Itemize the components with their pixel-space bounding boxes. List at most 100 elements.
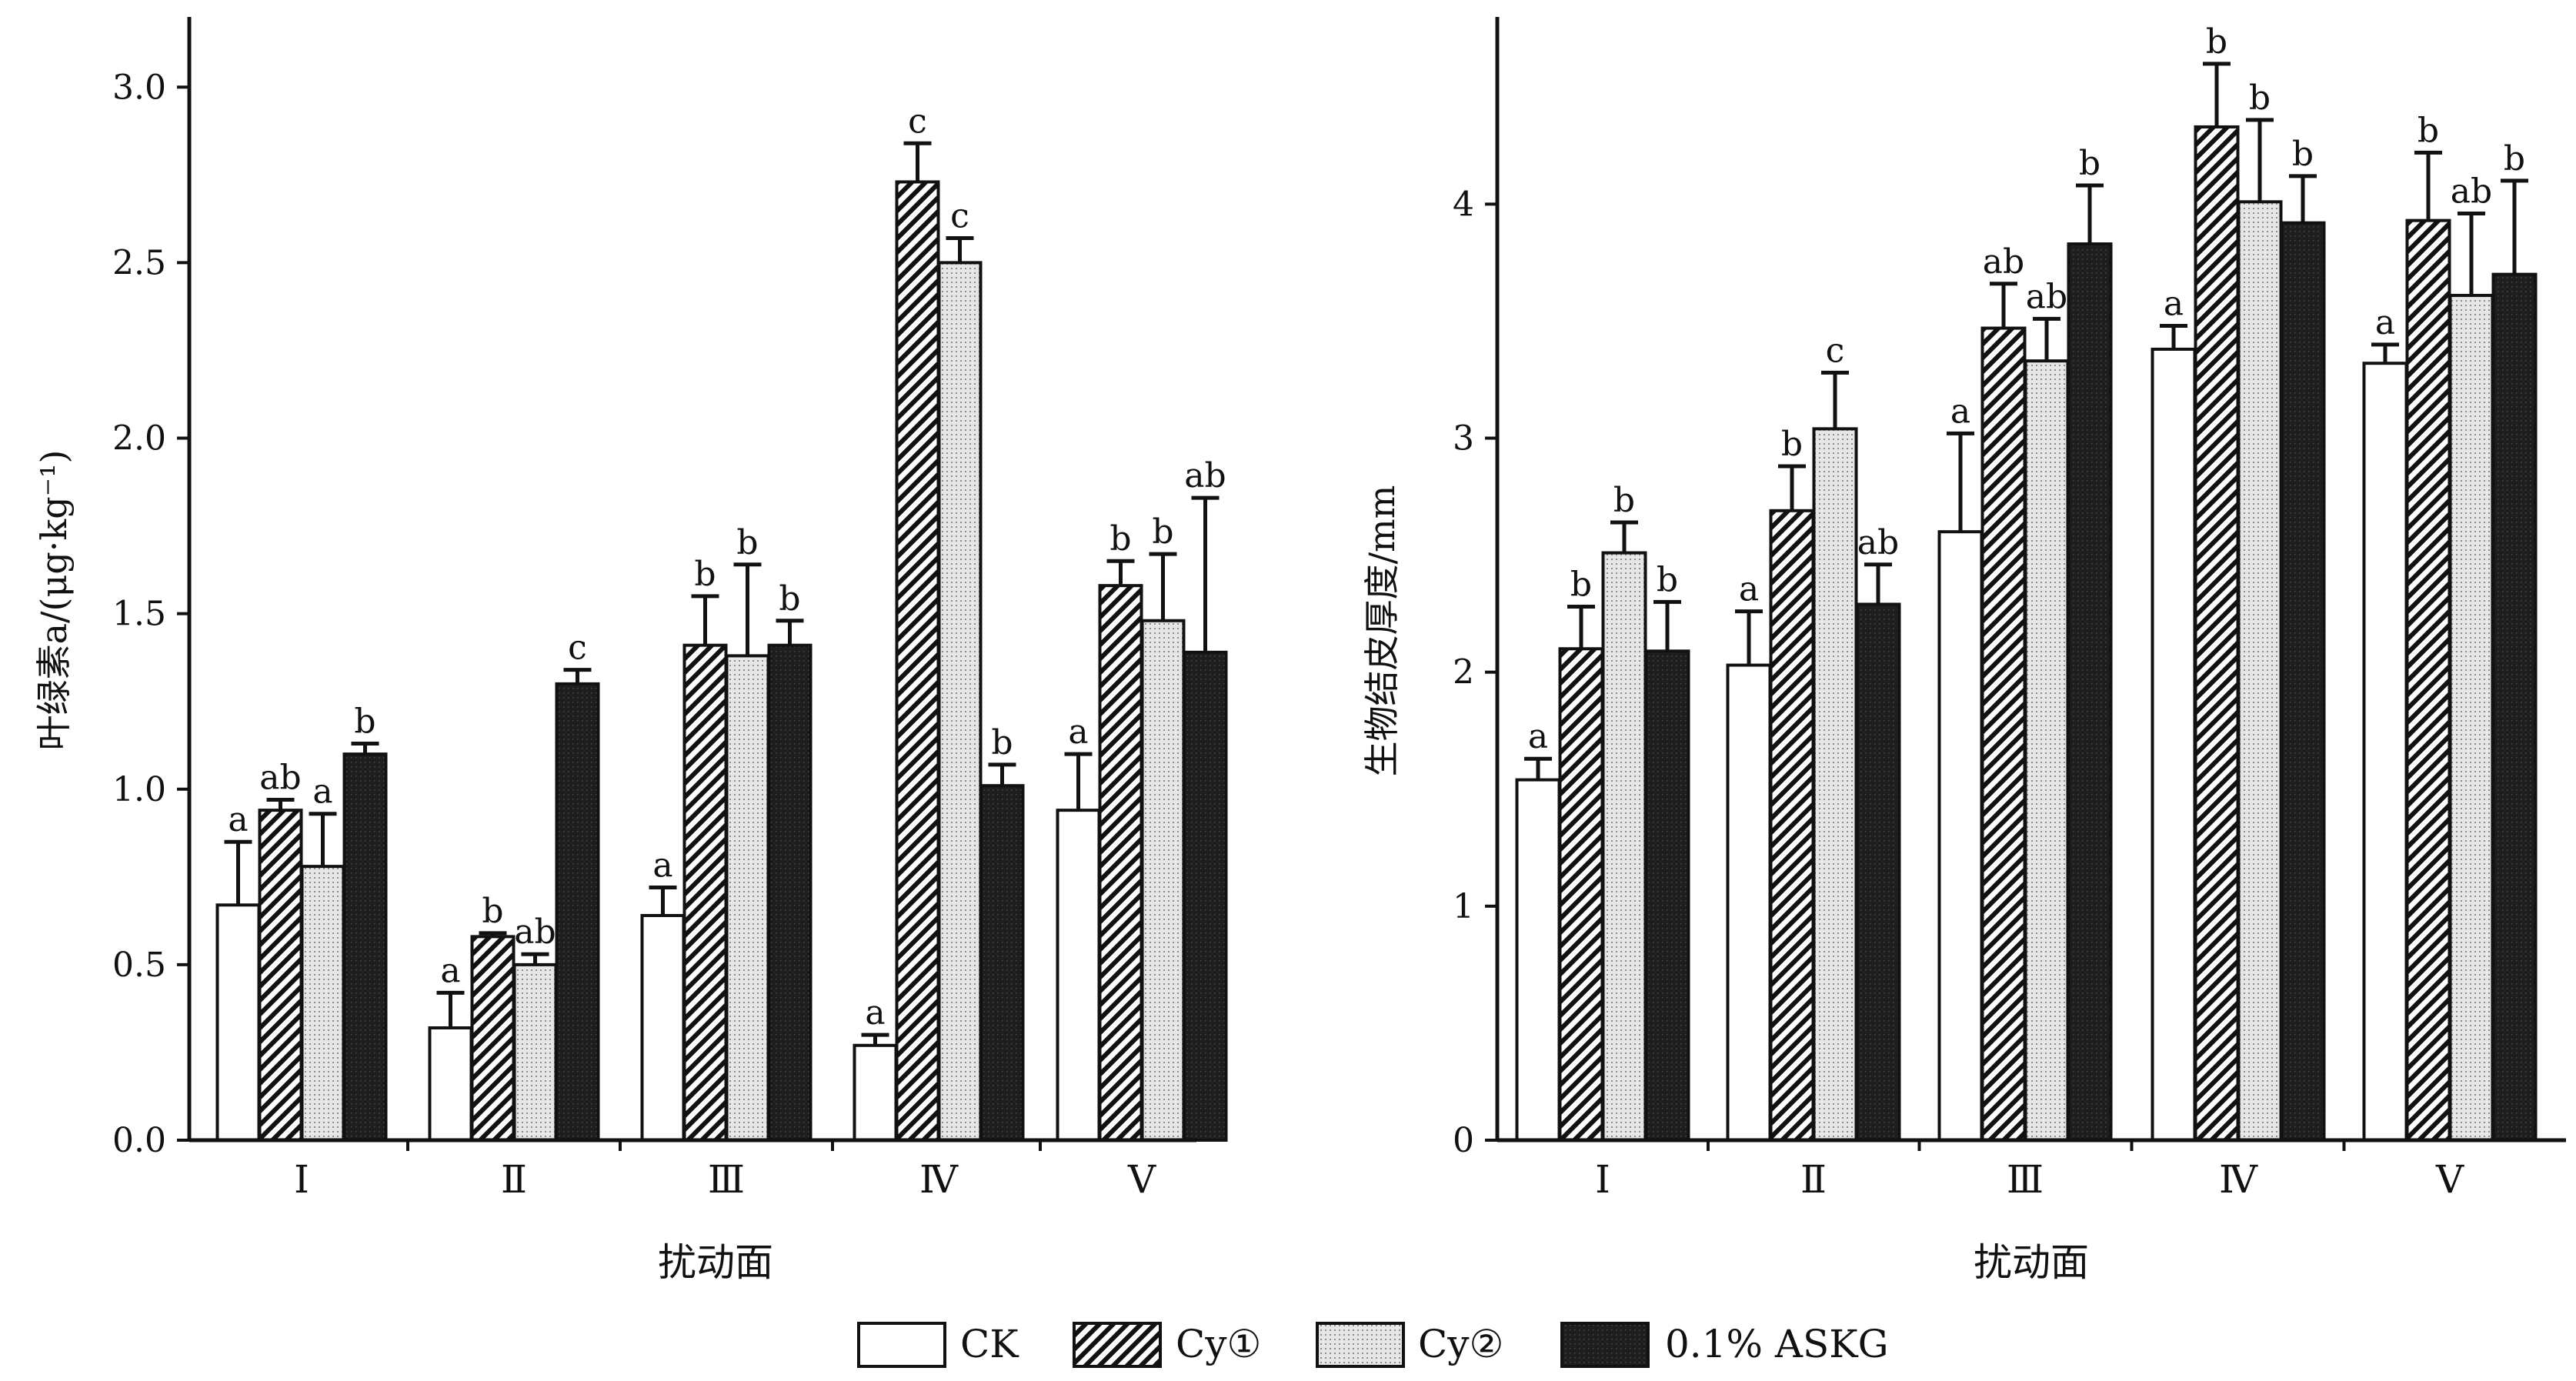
legend-label: Cy② bbox=[1418, 1322, 1503, 1366]
chlorophyll-x-tick-label: Ⅱ bbox=[501, 1157, 527, 1202]
chlorophyll-significance-letter: a bbox=[865, 993, 885, 1032]
chlorophyll-y-tick-label: 2.5 bbox=[112, 243, 166, 282]
chlorophyll-bar bbox=[215, 903, 261, 1142]
chlorophyll-bar bbox=[725, 654, 770, 1142]
chlorophyll-bar bbox=[555, 682, 600, 1142]
crust-thickness-significance-letter: b bbox=[2206, 22, 2227, 62]
chlorophyll-bar bbox=[342, 752, 388, 1142]
chlorophyll-bar bbox=[428, 1026, 473, 1142]
crust-thickness-x-ticks: Ⅰ Ⅱ Ⅲ Ⅳ Ⅴ bbox=[1595, 1140, 2464, 1202]
crust-thickness-significance-letter: b bbox=[2079, 144, 2101, 183]
chlorophyll-y-tick-label: 1.0 bbox=[112, 770, 166, 809]
chlorophyll-y-tick-label: 0.5 bbox=[112, 946, 166, 985]
chlorophyll-significance-letter: b bbox=[736, 523, 758, 562]
chlorophyll-y-tick-label: 0.0 bbox=[112, 1121, 166, 1160]
crust-thickness-significance-letter: b bbox=[1570, 565, 1592, 605]
crust-thickness-x-axis-label: 扰动面 bbox=[1974, 1240, 2089, 1285]
crust-thickness-bar bbox=[1515, 778, 1561, 1142]
chlorophyll-significance-letter: b bbox=[779, 579, 800, 619]
chlorophyll-x-tick-label: Ⅳ bbox=[919, 1157, 959, 1202]
crust-thickness-significance-letter: c bbox=[1826, 331, 1845, 370]
crust-thickness-bar bbox=[1769, 509, 1815, 1142]
crust-thickness-x-tick-label: Ⅲ bbox=[2007, 1157, 2044, 1202]
crust-thickness-bar bbox=[2067, 242, 2113, 1142]
chlorophyll-significance-letter: b bbox=[1109, 519, 1131, 559]
crust-thickness-bar bbox=[2237, 200, 2283, 1142]
chlorophyll-y-ticks: 0.0 0.5 1.0 1.5 2.0 2.5 3.0 bbox=[112, 68, 189, 1160]
chlorophyll-bar bbox=[979, 784, 1025, 1142]
crust-thickness-bar bbox=[1601, 551, 1647, 1142]
crust-thickness-bar bbox=[2151, 347, 2197, 1142]
legend-label: CK bbox=[960, 1322, 1019, 1366]
chlorophyll-bar bbox=[682, 643, 728, 1142]
legend-label: 0.1% ASKG bbox=[1665, 1322, 1889, 1366]
crust-thickness-x-tick-label: Ⅳ bbox=[2219, 1157, 2258, 1202]
chlorophyll-significance-letter: c bbox=[568, 629, 587, 668]
crust-thickness-bar bbox=[2362, 362, 2408, 1142]
chlorophyll-significance-letter: b bbox=[694, 555, 716, 594]
crust-thickness-significance-letter: ab bbox=[1857, 523, 1899, 562]
crust-thickness-bar bbox=[2448, 293, 2494, 1142]
crust-thickness-bar bbox=[2024, 359, 2070, 1142]
crust-thickness-significance-letter: b bbox=[1781, 425, 1803, 464]
crust-thickness-significance-letter: ab bbox=[2451, 172, 2492, 212]
crust-thickness-bar bbox=[2491, 272, 2538, 1142]
chlorophyll-significance-letter: b bbox=[991, 723, 1013, 762]
chlorophyll-bar bbox=[895, 180, 940, 1142]
crust-thickness-bar bbox=[1726, 663, 1772, 1142]
chlorophyll-x-ticks: Ⅰ Ⅱ Ⅲ Ⅳ Ⅴ bbox=[294, 1140, 1156, 1202]
crust-thickness-y-tick-label: 4 bbox=[1453, 185, 1474, 224]
chlorophyll-significance-letter: ab bbox=[259, 758, 301, 797]
chlorophyll-significance-letter: ab bbox=[1184, 456, 1226, 495]
crust-thickness-bar bbox=[1644, 649, 1690, 1142]
crust-thickness-y-tick-label: 0 bbox=[1453, 1121, 1474, 1160]
legend-label: Cy① bbox=[1176, 1322, 1261, 1366]
chlorophyll-bar bbox=[258, 809, 303, 1142]
crust-thickness-bar bbox=[2405, 218, 2451, 1142]
legend-swatch-white bbox=[857, 1322, 946, 1368]
crust-thickness-significance-letter: b bbox=[2249, 78, 2271, 118]
chlorophyll-x-tick-label: Ⅰ bbox=[294, 1157, 309, 1202]
legend-swatch-dots bbox=[1316, 1322, 1405, 1368]
chlorophyll-significance-letter: ab bbox=[514, 912, 556, 952]
chlorophyll-bar bbox=[470, 935, 516, 1142]
crust-thickness-bar bbox=[1980, 326, 2027, 1142]
legend-swatch-dark bbox=[1560, 1322, 1650, 1368]
chlorophyll-y-tick-label: 1.5 bbox=[112, 595, 166, 634]
crust-thickness-significance-letter: a bbox=[2164, 285, 2184, 324]
chlorophyll-bar bbox=[937, 261, 983, 1142]
crust-thickness-bar bbox=[2194, 125, 2240, 1142]
chlorophyll-significance-letter: a bbox=[1068, 712, 1088, 752]
crust-thickness-bar bbox=[1937, 530, 1984, 1142]
crust-thickness-y-tick-label: 2 bbox=[1453, 653, 1474, 692]
chlorophyll-y-tick-label: 2.0 bbox=[112, 419, 166, 459]
chlorophyll-bar bbox=[1056, 809, 1101, 1142]
crust-thickness-significance-letter: b bbox=[2504, 139, 2525, 178]
chlorophyll-bar bbox=[300, 865, 345, 1142]
crust-thickness-bar bbox=[2280, 221, 2326, 1142]
chlorophyll-x-axis-label: 扰动面 bbox=[658, 1240, 773, 1285]
crust-thickness-error-bars bbox=[1524, 62, 2528, 780]
crust-thickness-significance-letter: b bbox=[1613, 481, 1635, 520]
legend: CK Cy① Cy② 0.1% ASKG bbox=[857, 1322, 1889, 1368]
chlorophyll-significance-letter: a bbox=[228, 800, 248, 839]
crust-thickness-y-axis-label: 生物结皮厚度/mm bbox=[1361, 485, 1403, 777]
chlorophyll-bar bbox=[1140, 619, 1186, 1142]
crust-thickness-y-tick-label: 3 bbox=[1453, 419, 1474, 459]
chlorophyll-significance-letter: b bbox=[482, 892, 503, 931]
crust-thickness-significance-letter: b bbox=[2418, 111, 2439, 150]
chlorophyll-significance-letter: c bbox=[950, 196, 969, 235]
chlorophyll-x-tick-label: Ⅴ bbox=[1127, 1157, 1156, 1202]
crust-thickness-bar bbox=[1855, 602, 1901, 1142]
chlorophyll-significance-letter: a bbox=[312, 772, 332, 812]
chlorophyll-significance-letter: a bbox=[652, 846, 672, 886]
chlorophyll-y-tick-label: 3.0 bbox=[112, 68, 166, 107]
crust-thickness-y-tick-label: 1 bbox=[1453, 887, 1474, 926]
crust-thickness-bar bbox=[1558, 647, 1604, 1142]
crust-thickness-significance-letter: b bbox=[2292, 135, 2314, 174]
chlorophyll-x-tick-label: Ⅲ bbox=[708, 1157, 745, 1202]
